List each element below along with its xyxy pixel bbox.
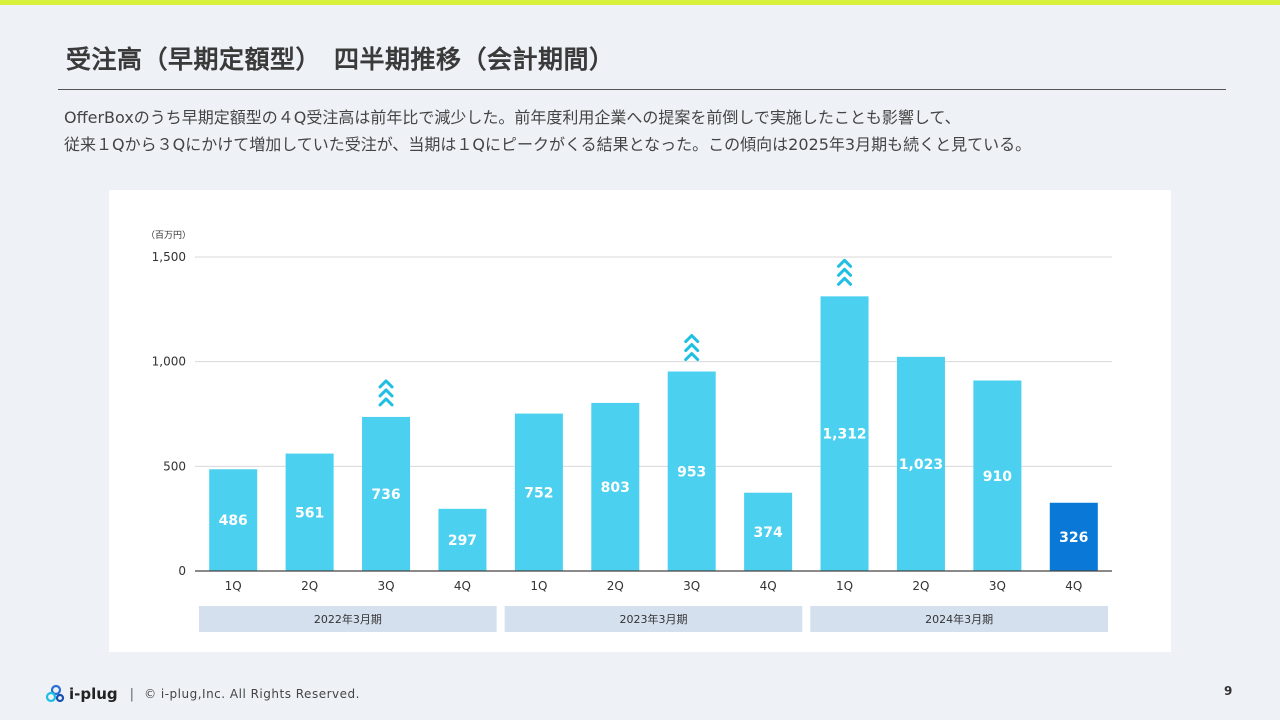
peak-arrow-icon xyxy=(378,397,394,407)
fiscal-year-label: 2023年3月期 xyxy=(620,612,688,626)
bar-value-label: 561 xyxy=(295,505,324,521)
copyright-text: © i-plug,Inc. All Rights Reserved. xyxy=(144,687,360,701)
x-tick-label: 2Q xyxy=(607,579,624,593)
bar-value-label: 486 xyxy=(219,513,248,529)
peak-arrow-icon xyxy=(837,276,853,286)
unit-label: （百万円） xyxy=(146,230,191,241)
bar-value-label: 752 xyxy=(524,485,553,501)
logo-text: i-plug xyxy=(69,685,118,703)
bar-value-label: 953 xyxy=(677,464,706,480)
bar xyxy=(362,416,411,571)
page-title: 受注高（早期定額型） 四半期推移（会計期間） xyxy=(66,45,615,74)
title-divider xyxy=(58,89,1226,90)
x-tick-label: 3Q xyxy=(377,579,394,593)
bar xyxy=(744,492,793,571)
y-tick-label: 500 xyxy=(163,459,186,473)
x-tick-label: 3Q xyxy=(989,579,1006,593)
peak-arrow-icon xyxy=(378,379,394,389)
x-tick-label: 4Q xyxy=(760,579,777,593)
footer: i-plug | © i-plug,Inc. All Rights Reserv… xyxy=(44,682,360,706)
peak-arrow-icon xyxy=(837,267,853,277)
bar xyxy=(514,413,563,571)
bar-value-label: 910 xyxy=(983,469,1012,485)
y-tick-label: 1,000 xyxy=(152,355,186,369)
x-tick-label: 4Q xyxy=(1065,579,1082,593)
bar xyxy=(1049,502,1098,571)
y-tick-label: 0 xyxy=(178,564,186,578)
bar-value-label: 803 xyxy=(601,480,630,496)
bar-value-label: 1,312 xyxy=(822,427,866,443)
peak-arrow-icon xyxy=(378,388,394,398)
peak-arrow-icon xyxy=(837,258,853,268)
bar xyxy=(973,380,1022,571)
peak-arrow-icon xyxy=(684,334,700,344)
bar xyxy=(820,296,869,571)
i-plug-logo-icon xyxy=(45,684,65,703)
x-tick-label: 2Q xyxy=(912,579,929,593)
bar-value-label: 297 xyxy=(448,533,477,549)
fiscal-year-label: 2024年3月期 xyxy=(925,612,993,626)
y-tick-label: 1,500 xyxy=(152,250,186,264)
peak-arrow-icon xyxy=(684,352,700,362)
company-logo: i-plug xyxy=(44,684,118,704)
x-tick-label: 2Q xyxy=(301,579,318,593)
description: OfferBoxのうち早期定額型の４Q受注高は前年比で減少した。前年度利用企業へ… xyxy=(64,104,1254,158)
bar-value-label: 736 xyxy=(371,487,400,503)
description-line-2: 従来１Qから３Qにかけて増加していた受注が、当期は１Qにピークがくる結果となった… xyxy=(64,135,1032,154)
bar xyxy=(209,469,258,571)
fiscal-year-band xyxy=(199,606,497,632)
bar xyxy=(591,402,640,571)
x-tick-label: 4Q xyxy=(454,579,471,593)
description-line-1: OfferBoxのうち早期定額型の４Q受注高は前年比で減少した。前年度利用企業へ… xyxy=(64,108,961,127)
peak-arrow-icon xyxy=(684,343,700,353)
bar xyxy=(896,356,945,571)
bar xyxy=(438,508,487,571)
bar-value-label: 1,023 xyxy=(899,457,943,473)
fiscal-year-band xyxy=(810,606,1108,632)
x-tick-label: 3Q xyxy=(683,579,700,593)
x-tick-label: 1Q xyxy=(530,579,547,593)
chart-panel: （百万円） 0 500 1,000 1,500 486 561 736 297 752 803 953… xyxy=(109,190,1171,652)
bar-value-label: 326 xyxy=(1059,530,1088,546)
fiscal-year-band xyxy=(504,606,803,632)
x-tick-label: 1Q xyxy=(836,579,853,593)
bar-value-label: 374 xyxy=(754,525,783,541)
bar-chart: （百万円） 0 500 1,000 1,500 486 561 736 297 752 803 953… xyxy=(146,230,1112,632)
footer-separator: | xyxy=(129,686,135,702)
page-number: 9 xyxy=(1224,684,1233,698)
fiscal-year-label: 2022年3月期 xyxy=(314,612,382,626)
bar xyxy=(285,453,334,571)
accent-top-bar xyxy=(0,0,1280,5)
x-tick-label: 1Q xyxy=(225,579,242,593)
bar xyxy=(667,371,716,571)
